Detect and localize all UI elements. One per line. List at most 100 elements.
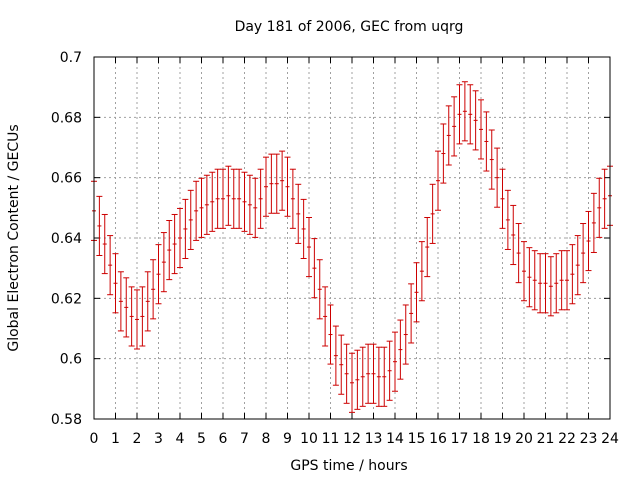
error-bar — [526, 247, 533, 308]
error-bar — [375, 346, 382, 407]
error-bar — [128, 286, 135, 347]
error-bar — [424, 216, 431, 278]
x-axis-label: GPS time / hours — [290, 458, 407, 474]
plot-frame — [93, 56, 611, 420]
error-bar — [203, 174, 210, 235]
error-bar — [263, 156, 269, 217]
error-bar — [402, 304, 409, 365]
error-bar — [343, 343, 350, 404]
error-bar — [316, 259, 323, 320]
x-tick-label: 3 — [154, 431, 163, 447]
error-bar — [365, 343, 372, 404]
x-tick-label: 5 — [197, 431, 206, 447]
x-tick-label: 13 — [365, 431, 383, 447]
y-tick-label: 0.6 — [60, 352, 82, 368]
error-bar — [112, 253, 119, 314]
x-tick-label: 2 — [133, 431, 142, 447]
x-axis-ticks: 0 1 2 3 4 5 6 7 8 9 10 11 12 13 14 15 16 17 18 19 20 21 22 23 24 — [90, 57, 619, 447]
error-bar — [478, 99, 484, 160]
error-bar — [429, 183, 436, 244]
y-axis-label: Global Electron Content / GECUs — [6, 124, 22, 351]
x-tick-label: 0 — [90, 431, 99, 447]
error-bar — [123, 277, 130, 338]
y-tick-label: 0.66 — [51, 171, 82, 187]
error-bar — [230, 168, 237, 229]
error-bar — [214, 168, 221, 229]
x-tick-label: 12 — [343, 431, 361, 447]
error-bar — [381, 346, 388, 407]
error-bar — [370, 343, 377, 404]
error-bar — [273, 153, 280, 214]
error-bar — [160, 232, 167, 293]
x-tick-label: 23 — [580, 431, 598, 447]
error-bar — [596, 177, 603, 238]
error-bar — [236, 168, 243, 229]
error-bar — [284, 156, 291, 217]
error-bar — [451, 96, 458, 157]
error-bar — [386, 340, 393, 401]
x-tick-label: 21 — [537, 431, 555, 447]
error-bar — [413, 262, 420, 323]
x-tick-label: 4 — [176, 431, 185, 447]
error-bar — [488, 129, 495, 190]
x-tick-label: 19 — [494, 431, 512, 447]
error-bar — [467, 84, 474, 145]
error-bar — [289, 168, 296, 229]
error-bar — [332, 325, 339, 386]
x-tick-label: 8 — [262, 431, 271, 447]
x-tick-label: 20 — [515, 431, 533, 447]
error-bar — [547, 256, 554, 317]
x-tick-label: 15 — [408, 431, 426, 447]
y-tick-label: 0.64 — [51, 231, 82, 247]
error-bar — [521, 241, 527, 302]
error-bar — [150, 259, 157, 320]
error-bar — [144, 271, 151, 332]
error-bar — [134, 289, 140, 350]
error-bar — [601, 168, 608, 229]
error-bar — [322, 286, 329, 347]
error-bar — [456, 84, 463, 145]
error-bar — [472, 90, 479, 151]
grid-lines — [94, 57, 610, 419]
x-tick-label: 14 — [386, 431, 404, 447]
error-bar — [117, 271, 124, 332]
error-bar — [220, 168, 226, 229]
y-tick-label: 0.68 — [51, 110, 82, 126]
error-bar — [101, 213, 108, 275]
error-bar — [397, 319, 404, 380]
error-bar — [392, 331, 398, 392]
error-bar — [166, 220, 173, 281]
x-tick-label: 11 — [322, 431, 340, 447]
y-tick-label: 0.58 — [51, 412, 82, 428]
error-bar — [257, 168, 264, 229]
error-bar — [515, 223, 522, 284]
error-bar — [107, 235, 114, 296]
error-bar — [574, 235, 581, 296]
error-bar — [268, 153, 275, 214]
x-tick-label: 17 — [451, 431, 469, 447]
error-bar — [418, 241, 425, 302]
error-bar — [440, 123, 447, 184]
error-bar — [359, 346, 366, 407]
error-bar — [177, 207, 183, 269]
x-tick-label: 7 — [240, 431, 249, 447]
x-tick-label: 6 — [219, 431, 228, 447]
y-axis-ticks: 0.58 0.6 0.62 0.64 0.66 0.68 0.7 — [51, 50, 610, 428]
y-tick-label: 0.62 — [51, 291, 82, 307]
error-bar — [171, 213, 178, 275]
error-bar — [279, 150, 286, 211]
error-bar — [193, 180, 200, 241]
error-bar — [504, 189, 511, 250]
error-bar — [553, 253, 560, 314]
x-tick-label: 24 — [601, 431, 619, 447]
error-bar — [435, 150, 441, 211]
error-bar — [564, 250, 570, 311]
error-bar — [408, 283, 415, 344]
error-bar — [241, 171, 248, 232]
gec-series — [91, 81, 613, 413]
error-bar — [209, 171, 216, 232]
error-bar — [155, 244, 162, 305]
error-bar — [225, 165, 232, 226]
error-bar — [461, 81, 468, 142]
